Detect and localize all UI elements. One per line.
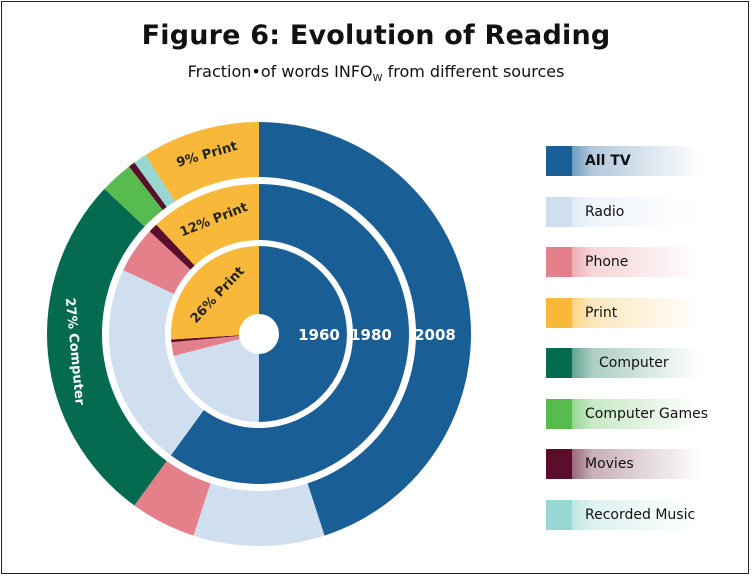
legend-swatch [546,348,572,378]
ring-separator [166,241,352,427]
slice-2008-computer [46,188,167,506]
legend-swatch [546,499,572,530]
legend: All TV Radio Phone Print Computer Computer Ga… [546,146,746,550]
legend-item-computer: Computer [546,348,746,378]
slice-1980-print [156,184,259,266]
legend-swatch [546,196,572,227]
slice-1960-all-tv [259,246,347,422]
slice-2008-print [145,122,259,202]
subtitle-tail: from different sources [382,62,565,81]
legend-label: Movies [585,456,634,472]
slice-1980-phone [123,231,191,294]
legend-swatch [546,247,572,277]
legend-swatch [546,398,572,429]
chart-subtitle: Fraction•of words INFOW from different s… [0,62,752,84]
subtitle-subscript: W [372,73,383,85]
legend-label: Print [585,304,618,321]
legend-item-computer-games: Computer Games [546,398,746,429]
ring-label-2008: 2008 [414,326,456,344]
slice-1980-all-tv [170,184,409,484]
slice-2008-recorded-music [134,155,175,207]
slice-2008-all-tv [259,122,471,536]
legend-label: Computer [599,355,669,371]
legend-swatch [546,449,572,479]
slice-2008-movies [129,162,167,210]
slice-1980-movies [149,224,195,270]
legend-swatch [546,146,572,176]
legend-label: Recorded Music [585,506,696,523]
slice-2008-computer-games [104,166,163,227]
slice-1980-radio [109,270,204,456]
ring-label-1980: 1980 [350,326,392,344]
subtitle-main: Fraction•of words INFO [187,62,373,81]
legend-item-phone: Phone [546,247,746,277]
legend-item-print: Print [546,297,746,328]
legend-label: Phone [585,254,629,270]
chart-title: Figure 6: Evolution of Reading [141,20,611,51]
legend-label: Computer Games [585,405,709,422]
slice-1960-phone [171,335,240,356]
ring-separator [103,178,415,490]
legend-item-radio: Radio [546,196,746,227]
legend-label: Radio [585,203,625,220]
legend-label: All TV [585,153,631,169]
legend-swatch [546,297,572,328]
legend-item-all-tv: All TV [546,146,746,176]
slice-1960-movies [171,335,240,343]
legend-item-recorded-music: Recorded Music [546,499,746,530]
slice-2008-phone [134,461,211,536]
slice-2008-radio [193,483,325,546]
slice-1960-radio [173,338,259,422]
legend-item-movies: Movies [546,449,746,479]
ring-label-1960: 1960 [298,326,340,344]
slice-1960-print [171,246,259,340]
